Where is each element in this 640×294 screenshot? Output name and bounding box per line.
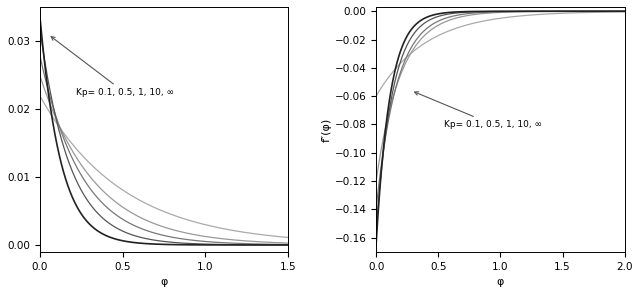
Text: Kp= 0.1, 0.5, 1, 10, ∞: Kp= 0.1, 0.5, 1, 10, ∞	[415, 92, 543, 129]
X-axis label: φ: φ	[161, 277, 168, 287]
Text: Kp= 0.1, 0.5, 1, 10, ∞: Kp= 0.1, 0.5, 1, 10, ∞	[51, 37, 174, 97]
Y-axis label: f″(φ): f″(φ)	[322, 117, 332, 141]
X-axis label: φ: φ	[497, 277, 504, 287]
